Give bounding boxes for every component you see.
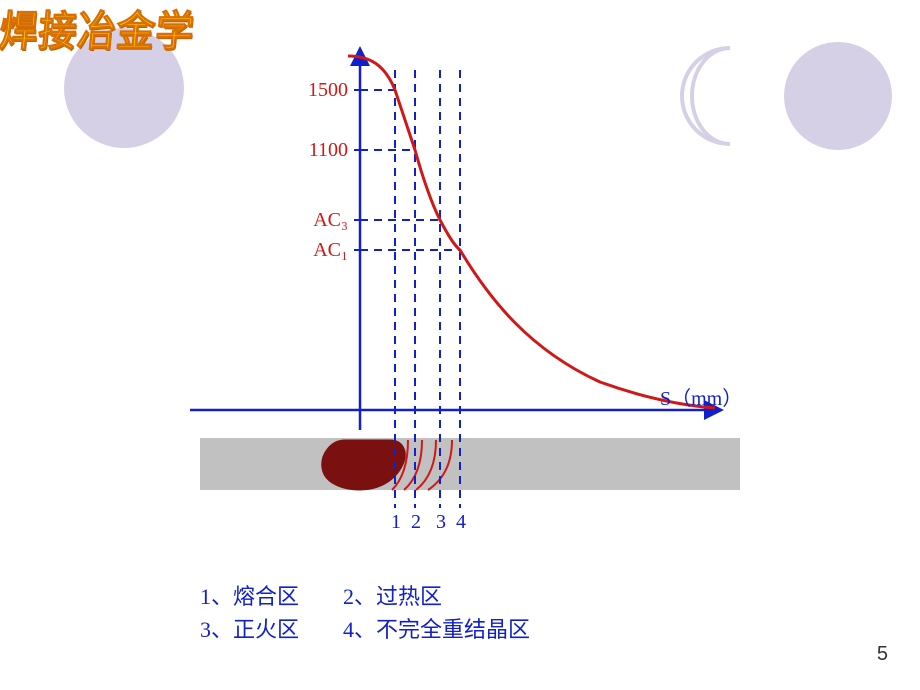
zone-number-1: 1 (391, 511, 401, 533)
ytick-label-1100: 1100 (309, 139, 348, 161)
page-number: 5 (877, 643, 888, 666)
slide: 焊接冶金学 123415001100AC₃AC₁S（mm） 1、熔合区 2、过热… (0, 0, 920, 690)
ytick-label-AC₁: AC₁ (313, 239, 348, 261)
ytick-label-1500: 1500 (308, 79, 348, 101)
zone-legend: 1、熔合区 2、过热区 3、正火区 4、不完全重结晶区 (200, 580, 530, 646)
x-axis-label: S（mm） (660, 387, 742, 410)
chart-svg: 1234 1500 1100 AC₃ AC₁ S（mm） (160, 30, 780, 630)
zone-number-3: 3 (436, 511, 446, 533)
zone-number-4: 4 (456, 511, 466, 533)
legend-line-1: 1、熔合区 2、过热区 (200, 580, 530, 613)
wm-circle-right (784, 42, 892, 150)
zone-number-2: 2 (411, 511, 421, 533)
temperature-curve (348, 56, 715, 408)
ytick-label-AC₃: AC₃ (313, 209, 348, 231)
legend-line-2: 3、正火区 4、不完全重结晶区 (200, 613, 530, 646)
metal-band (200, 438, 740, 490)
haz-diagram: 1234 1500 1100 AC₃ AC₁ S（mm） (160, 30, 780, 630)
